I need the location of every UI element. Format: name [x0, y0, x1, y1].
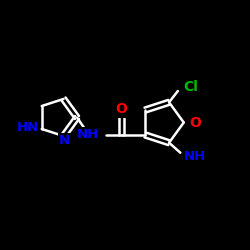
Text: O: O — [189, 116, 201, 130]
Text: O: O — [116, 102, 128, 117]
Text: HN: HN — [16, 121, 39, 134]
Text: NH: NH — [77, 128, 99, 141]
Text: N: N — [59, 134, 70, 147]
Text: Cl: Cl — [183, 80, 198, 94]
Text: NH: NH — [184, 150, 206, 163]
